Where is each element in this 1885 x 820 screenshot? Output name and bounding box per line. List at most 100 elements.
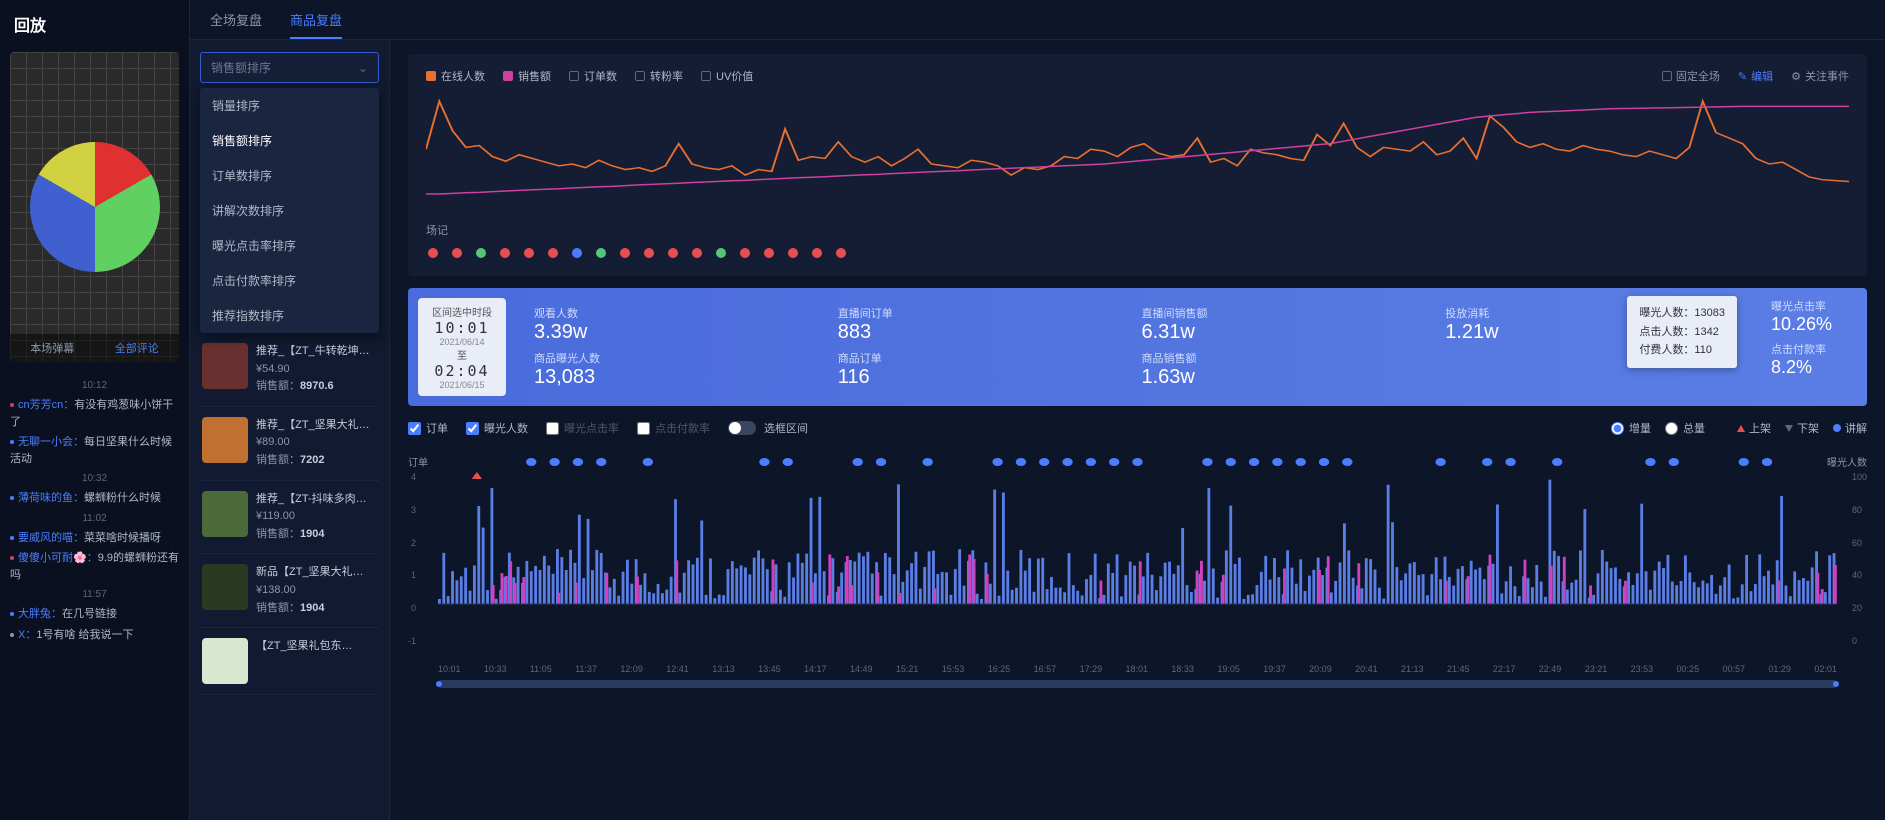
comment-timestamp: 10:32 bbox=[10, 473, 179, 484]
marker-dot[interactable] bbox=[452, 248, 462, 258]
marker-dot[interactable] bbox=[716, 248, 726, 258]
markers-dots bbox=[426, 244, 1849, 262]
side-stat: 点击付款率8.2% bbox=[1771, 341, 1853, 378]
product-image bbox=[202, 343, 248, 389]
comment-line: 要威风的喵：菜菜啥时候播呀 bbox=[10, 530, 179, 547]
top-tabs: 全场复盘商品复盘 bbox=[190, 0, 1885, 40]
product-column: 销售额排序 ⌄ 销量排序销售额排序订单数排序讲解次数排序曝光点击率排序点击付款率… bbox=[190, 40, 390, 820]
filter-checkbox[interactable]: 点击付款率 bbox=[637, 420, 710, 436]
product-name: 推荐_【ZT-抖味多肉… bbox=[256, 491, 377, 509]
product-item[interactable]: 推荐_【ZT-抖味多肉…¥119.00销售额：1904 bbox=[200, 481, 379, 555]
sort-option[interactable]: 曝光点击率排序 bbox=[200, 228, 379, 263]
stat-cell: 直播间销售额6.31w bbox=[1142, 305, 1436, 344]
video-tab-1[interactable]: 全部评论 bbox=[95, 334, 180, 362]
legend-item[interactable]: 销售额 bbox=[503, 68, 551, 84]
top-tab-0[interactable]: 全场复盘 bbox=[210, 10, 262, 39]
edit-button[interactable]: ✎ 编辑 bbox=[1738, 68, 1773, 84]
marker-dot[interactable] bbox=[788, 248, 798, 258]
legend-dot: 讲解 bbox=[1833, 420, 1867, 436]
legend-tri-up: 上架 bbox=[1737, 420, 1771, 436]
marker-dot[interactable] bbox=[524, 248, 534, 258]
stat-cell: 观看人数3.39w bbox=[534, 305, 828, 344]
product-list: 推荐_【ZT_牛转乾坤…¥54.90销售额：8970.6推荐_【ZT_坚果大礼…… bbox=[200, 333, 379, 808]
marker-dot[interactable] bbox=[836, 248, 846, 258]
filter-checkbox[interactable]: 曝光点击率 bbox=[546, 420, 619, 436]
left-panel: 回放 本场弹幕全部评论 10:12cn芳芳cn：有没有鸡葱味小饼干了无聊一小会：… bbox=[0, 0, 190, 820]
comments-list: 10:12 cn芳芳cn：有没有鸡葱味小饼干了无聊一小会：每日坚果什么时候活动 10… bbox=[0, 370, 189, 820]
marker-dot[interactable] bbox=[548, 248, 558, 258]
marker-dot[interactable] bbox=[476, 248, 486, 258]
video-tab-0[interactable]: 本场弹幕 bbox=[10, 334, 95, 362]
marker-dot[interactable] bbox=[692, 248, 702, 258]
comment-timestamp: 11:57 bbox=[10, 589, 179, 600]
product-sales: 销售额：1904 bbox=[256, 526, 377, 544]
product-image bbox=[202, 417, 248, 463]
product-sales: 销售额：1904 bbox=[256, 600, 377, 618]
stats-tooltip: 曝光人数：13083点击人数：1342付费人数：110 bbox=[1627, 296, 1737, 368]
chart-column: 在线人数 销售额 订单数 转粉率 UV价值 固定全场 ✎ 编辑 ⚙ 关注事件 场记 区间… bbox=[390, 40, 1885, 820]
top-tab-1[interactable]: 商品复盘 bbox=[290, 10, 342, 39]
marker-dot[interactable] bbox=[644, 248, 654, 258]
range-toggle[interactable] bbox=[728, 421, 756, 435]
marker-dot[interactable] bbox=[428, 248, 438, 258]
comment-line: cn芳芳cn：有没有鸡葱味小饼干了 bbox=[10, 397, 179, 430]
sort-option[interactable]: 订单数排序 bbox=[200, 158, 379, 193]
stat-cell: 商品曝光人数13,083 bbox=[534, 350, 828, 389]
product-item[interactable]: 推荐_【ZT_牛转乾坤…¥54.90销售额：8970.6 bbox=[200, 333, 379, 407]
top-chart-card: 在线人数 销售额 订单数 转粉率 UV价值 固定全场 ✎ 编辑 ⚙ 关注事件 场记 bbox=[408, 54, 1867, 276]
range-toggle-label: 选框区间 bbox=[764, 420, 808, 436]
sort-option[interactable]: 点击付款率排序 bbox=[200, 263, 379, 298]
sort-select[interactable]: 销售额排序 ⌄ bbox=[200, 52, 379, 83]
x-axis-labels: 10:0110:3311:0511:3712:0912:4113:1313:45… bbox=[438, 664, 1837, 674]
comment-line: 大胖兔：在几号链接 bbox=[10, 606, 179, 623]
product-name: 新品【ZT_坚果大礼… bbox=[256, 564, 377, 582]
sort-option[interactable]: 销售额排序 bbox=[200, 123, 379, 158]
stat-cell: 直播间订单883 bbox=[838, 305, 1132, 344]
legend-item[interactable]: 订单数 bbox=[569, 68, 617, 84]
marker-dot[interactable] bbox=[764, 248, 774, 258]
comment-line: 傻傻小可耐🌸：9.9的螺蛳粉还有吗 bbox=[10, 550, 179, 583]
legend-item[interactable]: 转粉率 bbox=[635, 68, 683, 84]
product-price: ¥54.90 bbox=[256, 361, 377, 379]
comment-timestamp: 10:12 bbox=[10, 380, 179, 391]
bottom-chart-container: 订单 曝光人数 43210-1 100806040200 bbox=[408, 454, 1867, 664]
sort-option[interactable]: 讲解次数排序 bbox=[200, 193, 379, 228]
product-name: 推荐_【ZT_牛转乾坤… bbox=[256, 343, 377, 361]
timeline-scrollbar[interactable] bbox=[438, 680, 1837, 688]
video-thumbnail[interactable]: 本场弹幕全部评论 bbox=[10, 52, 179, 362]
top-chart-legend: 在线人数 销售额 订单数 转粉率 UV价值 bbox=[426, 68, 753, 84]
marker-dot[interactable] bbox=[668, 248, 678, 258]
stat-cell: 商品销售额1.63w bbox=[1142, 350, 1436, 389]
time-range-box: 区间选中时段 10:01 2021/06/14 至 02:04 2021/06/… bbox=[418, 298, 506, 396]
comment-line: X：1号有啥 给我说一下 bbox=[10, 627, 179, 644]
marker-dot[interactable] bbox=[620, 248, 630, 258]
product-sales: 销售额：8970.6 bbox=[256, 378, 377, 396]
comment-line: 无聊一小会：每日坚果什么时候活动 bbox=[10, 434, 179, 467]
sort-option[interactable]: 销量排序 bbox=[200, 88, 379, 123]
marker-dot[interactable] bbox=[500, 248, 510, 258]
filter-checkbox[interactable]: 曝光人数 bbox=[466, 420, 528, 436]
marker-dot[interactable] bbox=[740, 248, 750, 258]
filter-row: 订单曝光人数曝光点击率点击付款率 选框区间 增量总量 上架下架讲解 bbox=[408, 420, 1867, 436]
main-panel: 全场复盘商品复盘 销售额排序 ⌄ 销量排序销售额排序订单数排序讲解次数排序曝光点… bbox=[190, 0, 1885, 820]
top-chart bbox=[426, 92, 1849, 212]
mode-radio[interactable]: 增量 bbox=[1611, 420, 1651, 436]
sort-option[interactable]: 推荐指数排序 bbox=[200, 298, 379, 333]
marker-dot[interactable] bbox=[596, 248, 606, 258]
legend-item[interactable]: UV价值 bbox=[701, 68, 753, 84]
fix-full-checkbox[interactable]: 固定全场 bbox=[1662, 68, 1720, 84]
bottom-chart bbox=[438, 454, 1837, 634]
events-button[interactable]: ⚙ 关注事件 bbox=[1791, 68, 1849, 84]
marker-dot[interactable] bbox=[572, 248, 582, 258]
comment-timestamp: 11:02 bbox=[10, 513, 179, 524]
legend-item[interactable]: 在线人数 bbox=[426, 68, 485, 84]
marker-dot[interactable] bbox=[812, 248, 822, 258]
product-item[interactable]: 新品【ZT_坚果大礼…¥138.00销售额：1904 bbox=[200, 554, 379, 628]
product-item[interactable]: 【ZT_坚果礼包东… bbox=[200, 628, 379, 695]
filter-checkbox[interactable]: 订单 bbox=[408, 420, 448, 436]
product-item[interactable]: 推荐_【ZT_坚果大礼…¥89.00销售额：7202 bbox=[200, 407, 379, 481]
side-stat: 曝光点击率10.26% bbox=[1771, 298, 1853, 335]
markers-label: 场记 bbox=[426, 222, 1849, 238]
product-name: 【ZT_坚果礼包东… bbox=[256, 638, 377, 656]
mode-radio[interactable]: 总量 bbox=[1665, 420, 1705, 436]
